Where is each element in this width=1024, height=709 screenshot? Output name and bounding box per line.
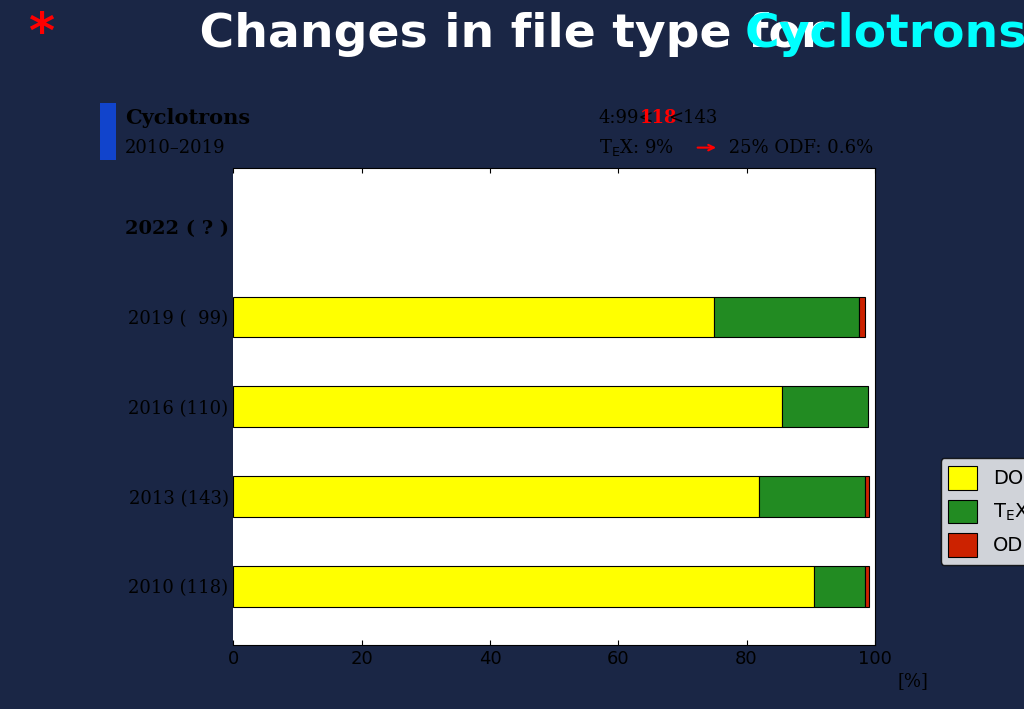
- Bar: [865, 476, 869, 517]
- Bar: [715, 296, 859, 337]
- Text: Cyclotrons: Cyclotrons: [744, 11, 1024, 57]
- Text: <143: <143: [668, 109, 718, 127]
- Bar: [233, 386, 781, 427]
- Legend: DOC, T$_{\rm E}$X, ODF: DOC, T$_{\rm E}$X, ODF: [940, 459, 1024, 564]
- Bar: [233, 476, 760, 517]
- Bar: [760, 476, 865, 517]
- Text: 118: 118: [640, 109, 677, 127]
- Text: 4:99<: 4:99<: [599, 109, 654, 127]
- Text: Changes in file type for: Changes in file type for: [183, 11, 841, 57]
- Bar: [865, 566, 869, 607]
- Bar: [781, 386, 868, 427]
- Bar: [233, 296, 715, 337]
- Text: Cyclotrons: Cyclotrons: [125, 108, 250, 128]
- Bar: [233, 566, 814, 607]
- Text: 2010–2019: 2010–2019: [125, 139, 225, 157]
- Text: *: *: [28, 10, 54, 58]
- FancyBboxPatch shape: [99, 103, 116, 160]
- Text: 25% ODF: 0.6%: 25% ODF: 0.6%: [723, 139, 873, 157]
- Text: [%]: [%]: [897, 672, 928, 690]
- Text: T$_{\rm E}$X: 9%: T$_{\rm E}$X: 9%: [599, 137, 674, 158]
- Bar: [814, 566, 865, 607]
- Bar: [859, 296, 865, 337]
